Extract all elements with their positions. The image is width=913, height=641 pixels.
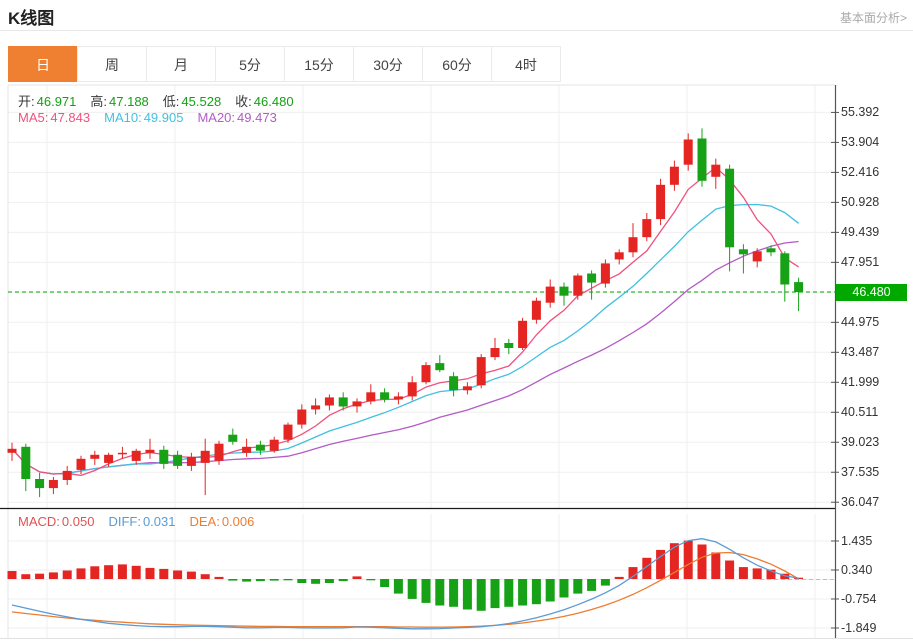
macd-item: DIFF: 0.031 [108, 514, 175, 529]
ohlc-item: 高: 47.188 [90, 91, 148, 110]
tab-月[interactable]: 月 [146, 46, 216, 82]
tab-60分[interactable]: 60分 [422, 46, 492, 82]
tab-15分[interactable]: 15分 [284, 46, 354, 82]
page-title: K线图 [8, 9, 55, 28]
ma-item-label: MA5: [18, 110, 49, 125]
ma-item: MA5: 47.843 [18, 110, 90, 125]
macd-item-label: DEA: [189, 514, 220, 529]
macd-item: DEA: 0.006 [189, 514, 254, 529]
macd-legend: MACD: 0.050 DIFF: 0.031 DEA: 0.006 [18, 514, 254, 529]
macd-axis-tick: 0.340 [841, 562, 873, 577]
interval-tabbar: 日周月 5分 15分 30分 60分 4时 [8, 46, 561, 82]
ohlc-item-value: 45.528 [181, 94, 222, 109]
ohlc-item-label: 收: [235, 94, 252, 109]
tab-周[interactable]: 周 [77, 46, 147, 82]
ohlc-item: 低: 45.528 [163, 91, 221, 110]
main-axis-tick: 49.439 [841, 225, 880, 240]
main-axis-tick: 41.999 [841, 375, 880, 390]
ma-item-label: MA20: [197, 110, 236, 125]
main-axis-tick: 52.416 [841, 165, 880, 180]
ma-item: MA20: 49.473 [197, 110, 276, 125]
main-axis-tick: 39.023 [841, 435, 880, 450]
main-axis-tick: 40.511 [841, 405, 879, 420]
header-divider [0, 30, 913, 31]
main-axis-tick: 50.928 [841, 195, 880, 210]
ohlc-item-value: 47.188 [109, 94, 149, 109]
macd-item-value: 0.031 [142, 514, 176, 529]
macd-axis-tick: -0.754 [841, 591, 877, 606]
ma-item-value: 49.905 [143, 110, 184, 125]
main-axis-tick: 43.487 [841, 345, 880, 360]
ma-item: MA10: 49.905 [104, 110, 183, 125]
ma-item-label: MA10: [104, 110, 142, 125]
main-axis-tick: 55.392 [841, 105, 880, 120]
macd-axis-tick: 1.435 [841, 533, 873, 548]
main-axis-tick: 44.975 [841, 315, 880, 330]
ohlc-item: 收: 46.480 [235, 91, 293, 110]
fundamental-analysis-link[interactable]: 基本面分析> [839, 11, 907, 25]
macd-item-value: 0.050 [61, 514, 95, 529]
ohlc-item-value: 46.480 [253, 94, 294, 109]
macd-item-value: 0.006 [221, 514, 255, 529]
macd-item-label: MACD: [18, 514, 60, 529]
tab-5分[interactable]: 5分 [215, 46, 285, 82]
tab-30分[interactable]: 30分 [353, 46, 423, 82]
last-price-badge: 46.480 [836, 283, 907, 301]
main-axis-tick: 36.047 [841, 495, 880, 510]
ohlc-item-label: 低: [162, 94, 180, 109]
ohlc-item-label: 开: [18, 94, 35, 109]
main-axis-tick: 37.535 [841, 465, 880, 480]
ohlc-item: 开: 46.971 [18, 91, 76, 110]
ohlc-legend: 开: 46.971 高: 47.188 低: 45.528 收: 46.480 [18, 91, 294, 110]
tab-日[interactable]: 日 [8, 46, 78, 82]
tab-4时[interactable]: 4时 [491, 46, 561, 82]
macd-item: MACD: 0.050 [18, 514, 94, 529]
macd-axis-tick: -1.849 [841, 620, 877, 635]
ma-item-value: 49.473 [237, 110, 277, 125]
main-axis-tick: 53.904 [841, 135, 880, 150]
ma-item-value: 47.843 [50, 110, 91, 125]
ohlc-item-label: 高: [90, 94, 108, 109]
macd-item-label: DIFF: [108, 514, 141, 529]
main-axis-tick: 47.951 [841, 255, 880, 270]
ohlc-item-value: 46.971 [36, 94, 77, 109]
ma-legend: MA5: 47.843 MA10: 49.905 MA20: 49.473 [18, 110, 277, 125]
